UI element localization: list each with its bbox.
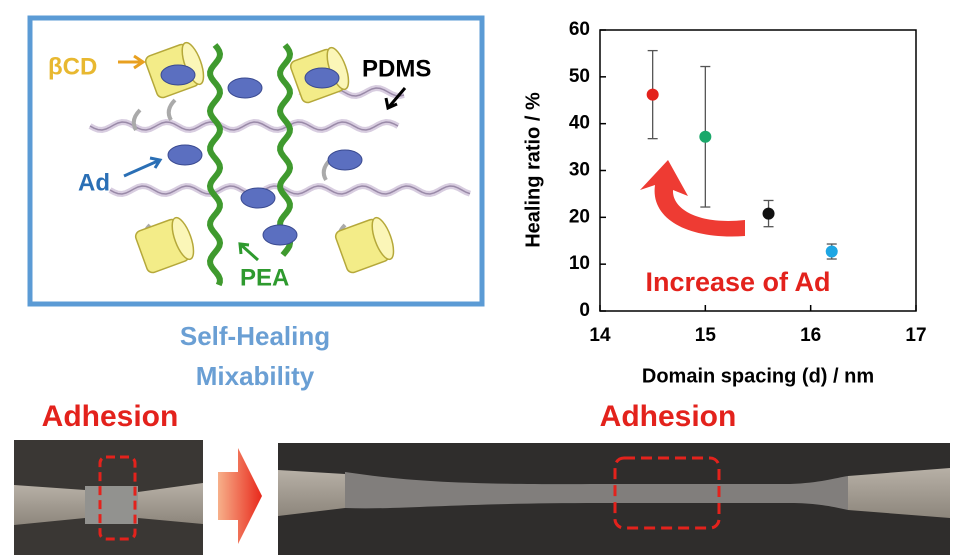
y-tick-label: 50 — [569, 66, 590, 87]
label-pdms: PDMS — [362, 55, 431, 82]
x-tick-label: 17 — [905, 325, 926, 346]
pea-chain — [276, 43, 294, 257]
trend-arrow — [640, 160, 745, 237]
y-tick-label: 60 — [569, 19, 590, 40]
pointer — [118, 54, 146, 70]
annotation: Increase of Ad — [645, 267, 830, 297]
y-tick-label: 10 — [569, 253, 590, 274]
pdms-chain — [89, 121, 399, 131]
x-axis-label: Domain spacing (d) / nm — [642, 365, 874, 387]
molecule-diagram — [88, 41, 472, 287]
y-tick-label: 0 — [579, 300, 590, 321]
label-ad: Ad — [78, 169, 110, 196]
ring-end — [171, 216, 195, 261]
x-tick-label: 15 — [695, 325, 717, 346]
label-bcd: βCD — [48, 53, 97, 80]
process-arrow — [218, 448, 262, 544]
pointer — [384, 87, 407, 111]
linker — [131, 108, 142, 132]
ring-end — [371, 216, 395, 261]
adamantane — [327, 149, 363, 171]
y-tick-label: 20 — [569, 206, 590, 227]
adamantane — [160, 64, 196, 86]
pointer — [238, 242, 259, 262]
cyclodextrin — [134, 216, 195, 274]
photo-label: Adhesion — [600, 400, 737, 433]
photo-after — [278, 443, 950, 555]
adamantane — [262, 224, 298, 246]
point — [762, 207, 775, 220]
cyclodextrin — [334, 216, 395, 274]
adamantane — [167, 144, 203, 166]
pointer — [123, 156, 163, 178]
label-pea: PEA — [240, 264, 289, 291]
point — [699, 130, 712, 143]
chart: Increase of Ad Domain spacing (d) / nm H… — [522, 19, 926, 387]
pea-chain — [206, 43, 224, 287]
y-axis-label: Healing ratio / % — [522, 92, 544, 248]
photo-label: Adhesion — [42, 400, 179, 433]
x-tick-label: 14 — [589, 325, 611, 346]
y-tick-label: 30 — [569, 160, 590, 181]
photo-before — [14, 440, 203, 555]
x-tick-label: 16 — [800, 325, 821, 346]
caption: Self-Healing — [180, 321, 330, 351]
y-tick-label: 40 — [569, 113, 590, 134]
linker — [166, 98, 177, 122]
adamantane — [227, 77, 263, 99]
pdms-chain — [109, 185, 471, 195]
adamantane — [240, 187, 276, 209]
point — [825, 245, 838, 258]
caption: Mixability — [196, 361, 315, 391]
point — [646, 88, 659, 101]
adamantane — [304, 67, 340, 89]
